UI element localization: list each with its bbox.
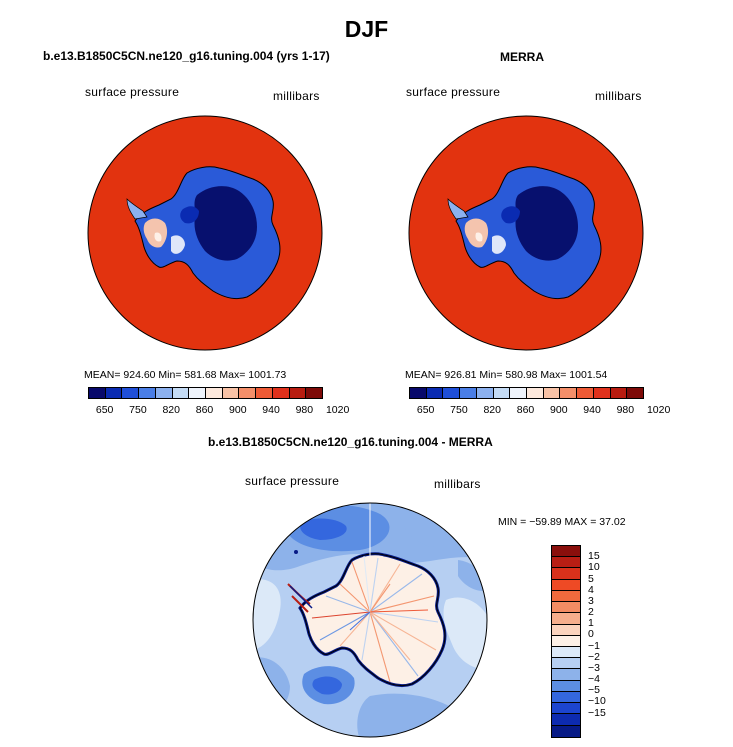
right-colorbar-swatch [443,388,461,398]
right-colorbar-swatch [593,388,611,398]
diff-colorbar-label: 10 [588,561,600,574]
diff-colorbar-swatch [552,691,580,704]
diff-colorbar-swatch [552,568,580,580]
left-colorbar-tick: 940 [262,404,280,416]
left-colorbar-swatch [189,388,207,398]
diff-colorbar-label: 4 [588,583,594,596]
left-stats: MEAN= 924.60 Min= 581.68 Max= 1001.73 [84,369,287,381]
diff-colorbar-swatch [552,579,580,591]
left-colorbar-swatch [139,388,156,398]
left-variable-label: surface pressure [85,85,180,99]
right-colorbar-swatch [510,388,528,398]
left-panel-title: b.e13.B1850C5CN.ne120_g16.tuning.004 (yr… [43,49,330,63]
left-colorbar-swatch [306,388,323,398]
diff-colorbar-swatch [552,602,580,614]
left-colorbar-tick: 900 [229,404,247,416]
diff-polar-map [252,502,488,738]
diff-colorbar-swatch [552,646,580,659]
diff-colorbar-swatch [552,624,580,636]
diff-colorbar-swatch [552,725,580,737]
right-colorbar-swatch [627,388,644,398]
diff-colorbar-label: 3 [588,594,594,607]
right-stats: MEAN= 926.81 Min= 580.98 Max= 1001.54 [405,369,608,381]
left-colorbar-swatch [172,388,190,398]
diff-colorbar-label: 0 [588,628,594,641]
diff-colorbar-label: −10 [588,695,606,708]
diff-colorbar [551,545,581,738]
left-units-label: millibars [273,89,320,103]
figure-title: DJF [344,16,389,42]
diff-colorbar-label: −1 [588,639,600,652]
right-colorbar-swatch [426,388,444,398]
right-panel-title: MERRA [500,50,544,64]
left-polar-map [87,115,323,351]
right-colorbar-swatch [410,388,427,398]
right-colorbar-tick: 860 [516,404,535,416]
diff-colorbar-label: 5 [588,572,594,585]
diff-colorbar-label: 2 [588,606,594,619]
left-colorbar-swatch [122,388,140,398]
left-colorbar-tick: 980 [295,404,314,416]
left-colorbar-tick: 750 [129,404,147,416]
diff-colorbar-label: −15 [588,706,606,719]
right-colorbar-swatch [543,388,561,398]
left-colorbar-tick: 650 [95,404,114,416]
diff-colorbar-swatch [552,680,580,692]
right-colorbar-tick: 940 [583,404,601,416]
diff-colorbar-label: 1 [588,617,594,630]
diff-panel-title: b.e13.B1850C5CN.ne120_g16.tuning.004 - M… [208,435,493,449]
left-colorbar-swatch [89,388,106,398]
right-colorbar-tick: 650 [416,404,435,416]
right-colorbar-swatch [493,388,511,398]
left-colorbar-swatch [239,388,257,398]
diff-colorbar-swatch [552,658,580,670]
left-colorbar [88,387,323,399]
left-colorbar-tick: 1020 [325,404,350,416]
diff-colorbar-label: −4 [588,673,600,686]
diff-colorbar-label: −2 [588,650,600,663]
diff-colorbar-swatch [552,546,580,558]
right-colorbar [409,387,644,399]
diff-units-label: millibars [434,477,481,491]
left-colorbar-tick: 860 [195,404,214,416]
left-colorbar-swatch [222,388,240,398]
right-variable-label: surface pressure [406,85,501,99]
left-colorbar-swatch [272,388,290,398]
right-colorbar-swatch [560,388,578,398]
diff-colorbar-label: −5 [588,684,600,697]
diff-colorbar-swatch [552,635,580,647]
left-colorbar-swatch [289,388,307,398]
left-colorbar-swatch [155,388,173,398]
right-units-label: millibars [595,89,642,103]
diff-colorbar-swatch [552,557,580,569]
right-colorbar-swatch [476,388,494,398]
left-colorbar-swatch [206,388,223,398]
diff-colorbar-label: −3 [588,661,600,674]
diff-colorbar-label: 15 [588,550,600,563]
diff-colorbar-swatch [552,703,580,715]
right-colorbar-tick: 820 [483,404,501,416]
diff-colorbar-swatch [552,714,580,726]
left-colorbar-swatch [105,388,123,398]
right-colorbar-tick: 980 [616,404,635,416]
right-colorbar-swatch [577,388,594,398]
right-colorbar-swatch [610,388,628,398]
diff-variable-label: surface pressure [245,474,340,488]
left-colorbar-swatch [256,388,273,398]
left-colorbar-tick: 820 [162,404,180,416]
right-polar-map [408,115,644,351]
right-colorbar-swatch [460,388,477,398]
diff-colorbar-swatch [552,669,580,681]
diff-stats: MIN = −59.89 MAX = 37.02 [498,516,626,528]
right-colorbar-swatch [527,388,544,398]
diff-colorbar-swatch [552,613,580,625]
right-colorbar-tick: 900 [550,404,568,416]
right-colorbar-tick: 1020 [646,404,671,416]
right-colorbar-tick: 750 [450,404,468,416]
diff-colorbar-swatch [552,590,580,603]
